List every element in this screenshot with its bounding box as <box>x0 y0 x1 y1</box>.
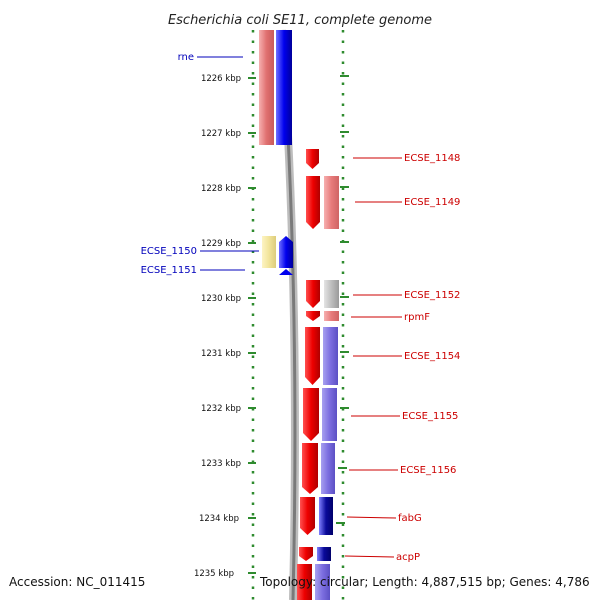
feature-ecse-1151-arrow[interactable] <box>279 269 293 275</box>
tick-label: 1226 kbp <box>201 74 241 84</box>
feature-ecse-1154-purple[interactable] <box>323 327 338 385</box>
feature-ecse-1156-arrow[interactable] <box>302 443 318 494</box>
tick-labels: 1226 kbp 1227 kbp 1228 kbp 1229 kbp 1230… <box>194 74 241 579</box>
feature-ecse-1155-arrow[interactable] <box>303 388 319 441</box>
gene-labels: rne ECSE_1150 ECSE_1151 ECSE_1148 ECSE_1… <box>141 52 461 563</box>
tick-label: 1234 kbp <box>199 514 239 524</box>
gene-label-ecse-1152[interactable]: ECSE_1152 <box>404 290 460 301</box>
gene-label-rne[interactable]: rne <box>178 52 194 63</box>
right-ticks <box>336 75 349 524</box>
gene-label-ecse-1149[interactable]: ECSE_1149 <box>404 197 460 208</box>
tick-label: 1227 kbp <box>201 129 241 139</box>
feature-ecse-1154-arrow[interactable] <box>305 327 320 385</box>
gene-label-ecse-1156[interactable]: ECSE_1156 <box>400 465 456 476</box>
feature-fabg-navy[interactable] <box>319 497 333 535</box>
feature-ecse-1149-arrow[interactable] <box>306 176 320 229</box>
gene-label-ecse-1151[interactable]: ECSE_1151 <box>141 265 197 276</box>
reverse-leader-lines <box>344 157 402 558</box>
feature-ecse-1152-arrow[interactable] <box>306 280 320 308</box>
tick-label: 1229 kbp <box>201 239 241 249</box>
tick-label: 1233 kbp <box>201 459 241 469</box>
feature-ecse-1149-pale[interactable] <box>324 176 339 229</box>
feature-rpmf-pale[interactable] <box>324 311 339 321</box>
feature-acpp-arrow[interactable] <box>299 547 313 561</box>
tick-label: 1231 kbp <box>201 349 241 359</box>
feature-rne-pale[interactable] <box>259 30 274 145</box>
tick-label: 1230 kbp <box>201 294 241 304</box>
feature-ecse-1150[interactable] <box>262 236 276 268</box>
accession-text: Accession: NC_011415 <box>9 575 146 589</box>
gene-label-ecse-1154[interactable]: ECSE_1154 <box>404 351 460 362</box>
tick-label: 1235 kbp <box>194 569 234 579</box>
gene-label-ecse-1155[interactable]: ECSE_1155 <box>402 411 458 422</box>
map-title: Escherichia coli SE11, complete genome <box>168 13 432 28</box>
feature-next-red[interactable] <box>297 564 312 600</box>
feature-acpp-navy[interactable] <box>317 547 331 561</box>
tick-label: 1232 kbp <box>201 404 241 414</box>
gene-label-ecse-1150[interactable]: ECSE_1150 <box>141 246 197 257</box>
feature-ecse-1150-arrow[interactable] <box>279 236 293 268</box>
feature-ecse-1155-purple[interactable] <box>322 388 337 441</box>
feature-ecse-1152-gray[interactable] <box>324 280 339 308</box>
gene-label-fabg[interactable]: fabG <box>398 513 422 524</box>
forward-leader-lines <box>197 56 259 271</box>
left-ticks <box>248 77 256 574</box>
gene-label-acpp[interactable]: acpP <box>396 552 420 563</box>
gene-label-ecse-1148[interactable]: ECSE_1148 <box>404 153 460 164</box>
feature-next-purple[interactable] <box>315 564 330 600</box>
feature-rpmf-arrow[interactable] <box>306 311 320 321</box>
gene-label-rpmf[interactable]: rpmF <box>404 312 430 323</box>
feature-ecse-1148-arrow[interactable] <box>306 149 319 169</box>
topology-text: Topology: circular; Length: 4,887,515 bp… <box>260 575 590 589</box>
feature-rne[interactable] <box>276 30 292 145</box>
feature-fabg-arrow[interactable] <box>300 497 315 535</box>
tick-label: 1228 kbp <box>201 184 241 194</box>
feature-ecse-1156-purple[interactable] <box>321 443 335 494</box>
